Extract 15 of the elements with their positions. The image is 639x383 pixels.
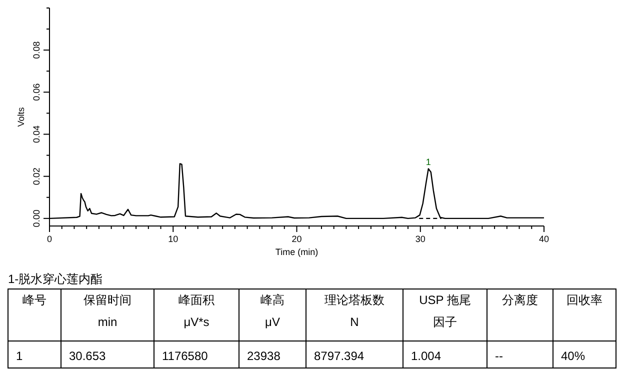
y-tick-label: 0.00 xyxy=(32,210,42,228)
annotation: 1 xyxy=(426,156,431,167)
x-tick-label: 0 xyxy=(46,234,52,244)
x-tick-label: 10 xyxy=(168,234,178,244)
y-tick-label: 0.02 xyxy=(32,168,42,186)
x-tick-label: 20 xyxy=(292,234,302,244)
x-tick-label: 40 xyxy=(538,234,550,244)
y-tick-label: 0.04 xyxy=(32,125,42,144)
x-axis-title: Time (min) xyxy=(275,247,318,257)
x-tick-label: 30 xyxy=(415,234,426,244)
y-axis-title: Volts xyxy=(16,106,26,127)
y-tick-label: 0.06 xyxy=(32,83,42,101)
table: 1-脱水穿心莲内酯 峰号 1 保留时间 min 30.653 峰面积 μV*s 1176580 峰高 μV 23938 理论塔板数 N 8797.394 USP 拖尾因子 1.004 分离度 -- 回收率 40% xyxy=(8,272,616,368)
plot: 0 10 20 30 40 0.00 0.02 0.04 0.06 0.08 Time (min) Volts 1 xyxy=(16,8,549,257)
y-tick-label: 0.08 xyxy=(32,41,42,59)
